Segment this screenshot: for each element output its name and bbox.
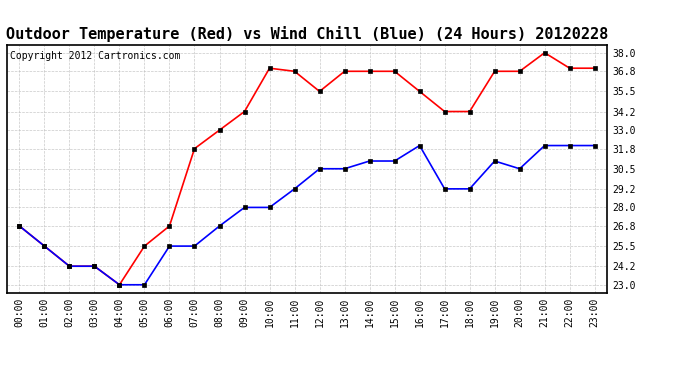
Title: Outdoor Temperature (Red) vs Wind Chill (Blue) (24 Hours) 20120228: Outdoor Temperature (Red) vs Wind Chill … [6,27,608,42]
Text: Copyright 2012 Cartronics.com: Copyright 2012 Cartronics.com [10,51,180,61]
